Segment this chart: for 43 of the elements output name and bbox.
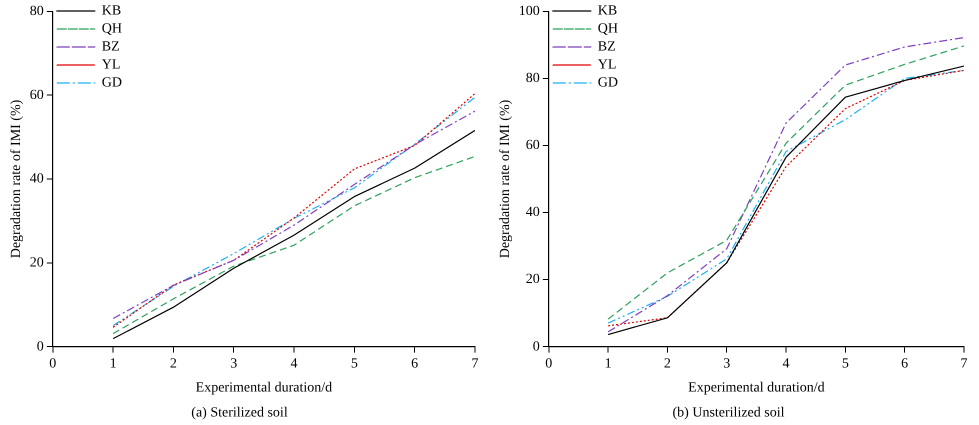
legend-label: BZ — [598, 40, 616, 55]
x-tick-label: 7 — [960, 356, 968, 372]
legend-label: YL — [598, 58, 616, 73]
x-tick-label: 3 — [723, 356, 730, 372]
x-tick-label: 5 — [350, 356, 358, 372]
y-tick-label: 0 — [36, 339, 44, 354]
legend-label: GD — [102, 76, 122, 91]
x-tick-label: 1 — [110, 356, 117, 372]
legend-label: YL — [102, 58, 120, 73]
y-axis-title: Degradation rate of IMI (%) — [9, 99, 24, 258]
legend-label: QH — [598, 22, 618, 37]
x-axis-title: Experimental duration/d — [196, 380, 332, 396]
x-tick-label: 4 — [290, 356, 298, 372]
x-tick-label: 3 — [230, 356, 238, 372]
y-tick-label: 80 — [30, 4, 44, 20]
y-tick-label: 20 — [30, 255, 44, 270]
x-tick-label: 7 — [472, 356, 478, 372]
y-tick-label: 0 — [532, 339, 540, 354]
legend-label: QH — [102, 22, 122, 37]
y-axis-title: Degradation rate of IMI (%) — [498, 99, 514, 258]
text: (b) Unsterilized soil — [672, 405, 785, 420]
x-tick-label: 1 — [604, 356, 612, 372]
text: (a) Sterilized soil — [191, 405, 288, 420]
x-tick-label: 5 — [842, 356, 849, 372]
y-tick-label: 60 — [526, 138, 540, 154]
y-tick-label: 40 — [30, 172, 44, 187]
legend-label: GD — [598, 76, 618, 91]
legend-label: KB — [102, 4, 122, 19]
legend-label: BZ — [102, 40, 120, 55]
x-tick-label: 2 — [170, 356, 177, 372]
x-axis-title: Experimental duration/d — [688, 380, 825, 396]
x-tick-label: 6 — [411, 356, 418, 372]
y-tick-label: 100 — [518, 4, 540, 20]
y-tick-label: 60 — [30, 88, 44, 103]
y-tick-label: 20 — [526, 272, 540, 288]
x-tick-label: 2 — [664, 356, 671, 372]
x-tick-label: 6 — [901, 356, 908, 372]
y-tick-label: 40 — [526, 205, 540, 220]
x-tick-label: 0 — [49, 356, 56, 372]
x-tick-label: 0 — [545, 356, 552, 372]
x-tick-label: 4 — [782, 356, 790, 372]
y-tick-label: 80 — [526, 71, 540, 86]
legend-label: KB — [598, 4, 618, 19]
